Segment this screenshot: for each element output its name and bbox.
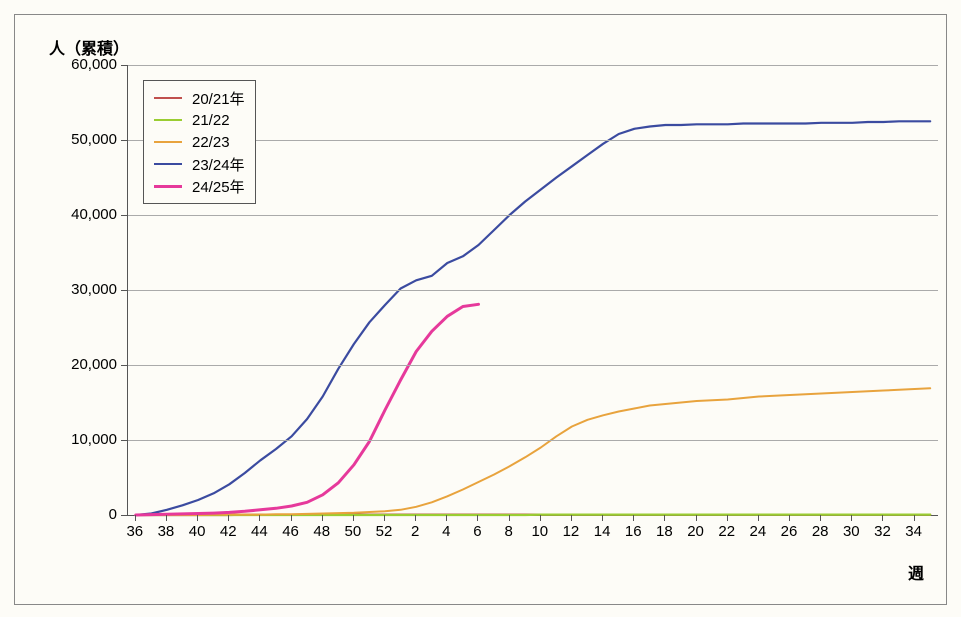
legend-line-sample <box>154 185 182 188</box>
xtick-mark <box>820 515 821 521</box>
xtick-label: 10 <box>531 523 548 540</box>
xtick-mark <box>259 515 260 521</box>
legend-item-23/24年: 23/24年 <box>154 153 245 175</box>
legend-label: 24/25年 <box>192 176 245 197</box>
xtick-mark <box>540 515 541 521</box>
xtick-mark <box>291 515 292 521</box>
xtick-mark <box>135 515 136 521</box>
ytick-mark <box>121 215 127 216</box>
xtick-label: 2 <box>411 523 419 540</box>
legend-line-sample <box>154 97 182 99</box>
xtick-mark <box>882 515 883 521</box>
ytick-label: 0 <box>57 506 117 523</box>
xtick-mark <box>322 515 323 521</box>
ytick-label: 40,000 <box>57 206 117 223</box>
legend-label: 20/21年 <box>192 88 245 109</box>
xtick-label: 8 <box>504 523 512 540</box>
xtick-mark <box>633 515 634 521</box>
xtick-mark <box>477 515 478 521</box>
ytick-label: 60,000 <box>57 56 117 73</box>
xtick-mark <box>664 515 665 521</box>
xtick-label: 22 <box>718 523 735 540</box>
legend-item-22/23: 22/23 <box>154 131 245 153</box>
legend-line-sample <box>154 163 182 165</box>
legend-item-20/21年: 20/21年 <box>154 87 245 109</box>
xtick-label: 40 <box>189 523 206 540</box>
xtick-mark <box>415 515 416 521</box>
xtick-label: 36 <box>126 523 143 540</box>
ytick-mark <box>121 290 127 291</box>
xtick-label: 46 <box>282 523 299 540</box>
xtick-mark <box>353 515 354 521</box>
xtick-mark <box>789 515 790 521</box>
ytick-mark <box>121 440 127 441</box>
chart-frame: 人（累積） 010,00020,00030,00040,00050,00060,… <box>14 14 947 605</box>
xtick-label: 16 <box>625 523 642 540</box>
xtick-label: 24 <box>750 523 767 540</box>
ytick-mark <box>121 365 127 366</box>
xtick-mark <box>851 515 852 521</box>
legend-label: 23/24年 <box>192 154 245 175</box>
legend-line-sample <box>154 141 182 143</box>
ytick-mark <box>121 65 127 66</box>
xtick-label: 30 <box>843 523 860 540</box>
xtick-label: 28 <box>812 523 829 540</box>
legend-line-sample <box>154 119 182 121</box>
legend-item-24/25年: 24/25年 <box>154 175 245 197</box>
legend-label: 22/23 <box>192 134 230 151</box>
xtick-mark <box>228 515 229 521</box>
xtick-label: 50 <box>345 523 362 540</box>
xtick-label: 32 <box>874 523 891 540</box>
xtick-label: 14 <box>594 523 611 540</box>
xtick-mark <box>696 515 697 521</box>
legend-item-21/22: 21/22 <box>154 109 245 131</box>
ytick-label: 50,000 <box>57 131 117 148</box>
xtick-mark <box>197 515 198 521</box>
xtick-label: 42 <box>220 523 237 540</box>
ytick-label: 20,000 <box>57 356 117 373</box>
series-line-22/23 <box>136 388 930 515</box>
xtick-label: 34 <box>905 523 922 540</box>
gridline <box>128 65 938 66</box>
xtick-label: 18 <box>656 523 673 540</box>
ytick-mark <box>121 140 127 141</box>
xtick-label: 48 <box>313 523 330 540</box>
xtick-mark <box>446 515 447 521</box>
ytick-label: 30,000 <box>57 281 117 298</box>
ytick-label: 10,000 <box>57 431 117 448</box>
xtick-mark <box>758 515 759 521</box>
xtick-mark <box>384 515 385 521</box>
legend-box: 20/21年 21/22 22/23 23/24年24/25年 <box>143 80 256 204</box>
gridline <box>128 365 938 366</box>
xtick-label: 52 <box>376 523 393 540</box>
xtick-mark <box>602 515 603 521</box>
x-axis-label: 週 <box>908 560 924 584</box>
xtick-mark <box>166 515 167 521</box>
series-line-24/25年 <box>136 304 479 515</box>
ytick-mark <box>121 515 127 516</box>
xtick-label: 6 <box>473 523 481 540</box>
xtick-mark <box>509 515 510 521</box>
xtick-label: 26 <box>781 523 798 540</box>
xtick-mark <box>571 515 572 521</box>
legend-label: 21/22 <box>192 112 230 129</box>
xtick-mark <box>727 515 728 521</box>
xtick-label: 20 <box>687 523 704 540</box>
xtick-label: 12 <box>563 523 580 540</box>
xtick-label: 38 <box>158 523 175 540</box>
gridline <box>128 290 938 291</box>
xtick-label: 44 <box>251 523 268 540</box>
gridline <box>128 440 938 441</box>
gridline <box>128 215 938 216</box>
xtick-label: 4 <box>442 523 450 540</box>
xtick-mark <box>914 515 915 521</box>
